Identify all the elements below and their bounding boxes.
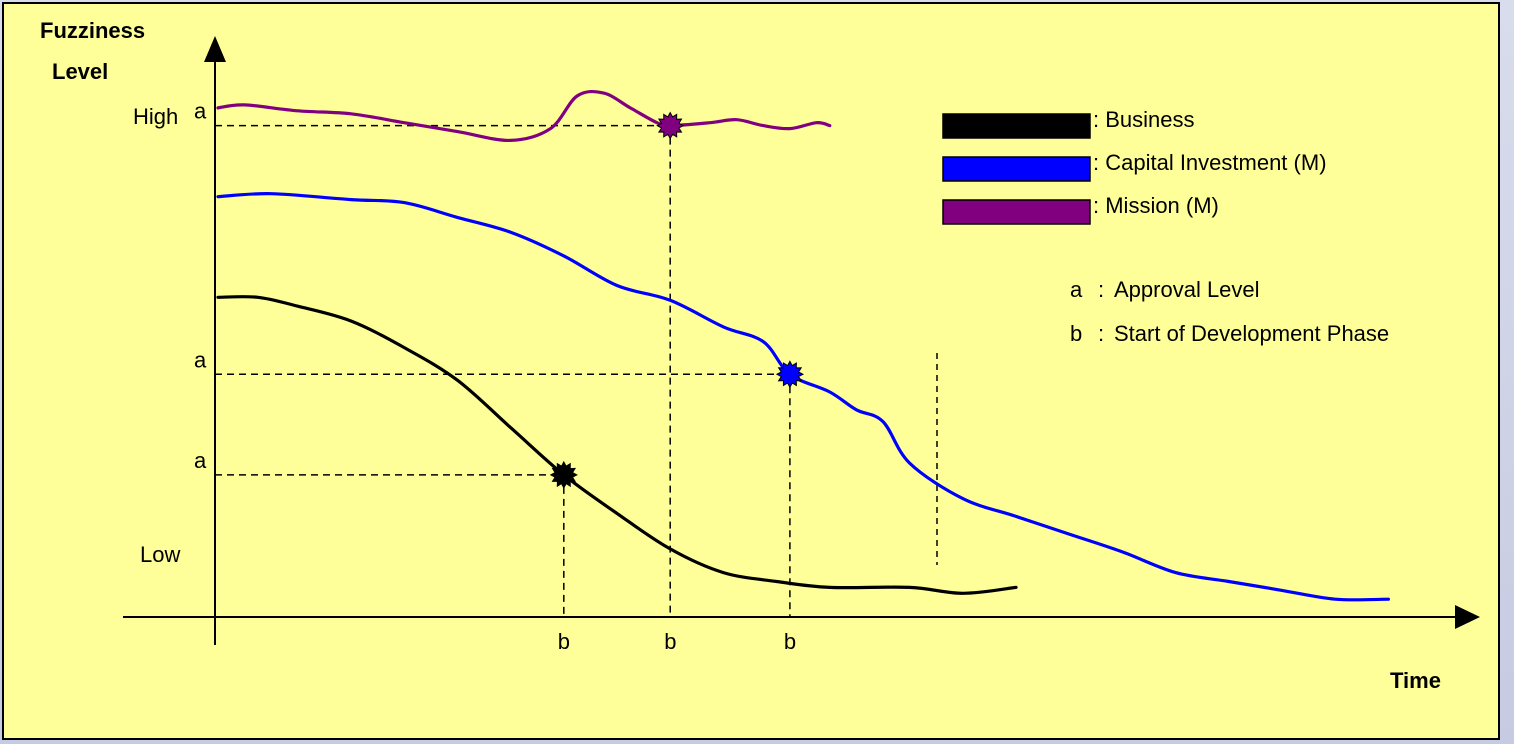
legend-label: : Capital Investment (M) (1093, 150, 1327, 175)
note-separator: : (1098, 321, 1104, 346)
y-axis-arrow (204, 36, 226, 62)
y-label-low: Low (140, 542, 180, 567)
y-axis-title-line2: Level (52, 59, 108, 84)
note-key: b (1070, 321, 1082, 346)
legend-swatch (942, 113, 1091, 139)
notes: a: Approval Level b: Start of Development P… (1070, 277, 1389, 346)
series-line-capital-investment-m (216, 192, 1390, 602)
y-axis-title-line1: Fuzziness (40, 18, 145, 43)
note-separator: : (1098, 277, 1104, 302)
guide-lines (215, 124, 791, 617)
a-marker-label: a (194, 99, 207, 124)
legend: : Business : Capital Investment (M) : Miss… (942, 107, 1327, 225)
legend-swatch (942, 156, 1091, 182)
legend-swatch (942, 199, 1091, 225)
x-axis-title: Time (1390, 668, 1441, 693)
series-group (216, 89, 1390, 602)
x-axis-arrow (1455, 605, 1480, 629)
note-text: Start of Development Phase (1114, 321, 1389, 346)
approval-point-capital-investment-m (775, 360, 804, 389)
a-marker-label: a (194, 347, 207, 372)
b-marker-label: b (664, 629, 676, 654)
series-line-business (216, 295, 1018, 595)
note-key: a (1070, 277, 1083, 302)
approval-point-business (549, 460, 578, 489)
b-marker-label: b (558, 629, 570, 654)
y-label-high: High (133, 104, 178, 129)
legend-label: : Mission (M) (1093, 193, 1219, 218)
a-marker-label: a (194, 448, 207, 473)
series-line-mission-m (216, 89, 832, 143)
marker-labels: b b b a a a (194, 99, 796, 654)
approval-point-mission-m (656, 111, 685, 140)
approval-points (549, 111, 804, 489)
legend-label: : Business (1093, 107, 1195, 132)
b-marker-label: b (784, 629, 796, 654)
note-text: Approval Level (1114, 277, 1260, 302)
